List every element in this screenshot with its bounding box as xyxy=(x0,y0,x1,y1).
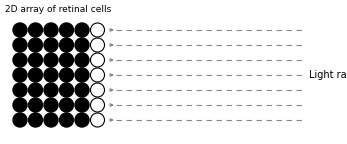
Circle shape xyxy=(91,98,104,112)
Circle shape xyxy=(13,68,27,82)
Circle shape xyxy=(91,53,104,67)
Circle shape xyxy=(59,53,74,67)
Circle shape xyxy=(59,98,74,112)
Circle shape xyxy=(59,68,74,82)
Circle shape xyxy=(13,23,27,37)
Circle shape xyxy=(28,68,42,82)
Circle shape xyxy=(75,98,89,112)
Circle shape xyxy=(13,53,27,67)
Circle shape xyxy=(75,83,89,97)
Circle shape xyxy=(44,113,58,127)
Circle shape xyxy=(28,53,42,67)
Circle shape xyxy=(59,23,74,37)
Circle shape xyxy=(75,113,89,127)
Circle shape xyxy=(59,113,74,127)
Circle shape xyxy=(91,68,104,82)
Circle shape xyxy=(75,53,89,67)
Circle shape xyxy=(28,113,42,127)
Circle shape xyxy=(44,83,58,97)
Text: 2D array of retinal cells: 2D array of retinal cells xyxy=(5,5,111,14)
Circle shape xyxy=(28,83,42,97)
Text: Light rays: Light rays xyxy=(310,70,347,80)
Circle shape xyxy=(44,98,58,112)
Circle shape xyxy=(59,83,74,97)
Circle shape xyxy=(13,83,27,97)
Circle shape xyxy=(44,53,58,67)
Circle shape xyxy=(75,68,89,82)
Circle shape xyxy=(75,23,89,37)
Circle shape xyxy=(13,113,27,127)
Circle shape xyxy=(44,38,58,52)
Circle shape xyxy=(28,98,42,112)
Circle shape xyxy=(28,23,42,37)
Circle shape xyxy=(13,38,27,52)
Circle shape xyxy=(91,38,104,52)
Circle shape xyxy=(28,38,42,52)
Circle shape xyxy=(13,98,27,112)
Circle shape xyxy=(59,38,74,52)
Circle shape xyxy=(91,113,104,127)
Circle shape xyxy=(91,83,104,97)
Circle shape xyxy=(91,23,104,37)
Circle shape xyxy=(75,38,89,52)
Circle shape xyxy=(44,68,58,82)
Circle shape xyxy=(44,23,58,37)
